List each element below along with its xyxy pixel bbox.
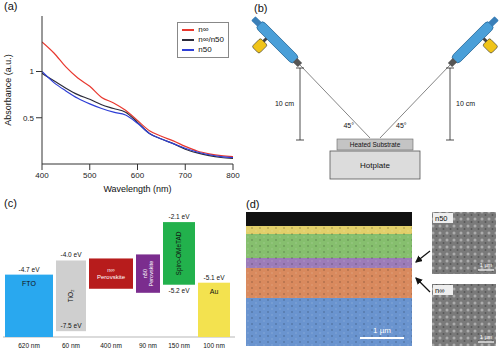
svg-text:Wavelength (nm): Wavelength (nm) (103, 184, 171, 194)
svg-text:(b): (b) (254, 2, 267, 14)
svg-text:500: 500 (83, 171, 97, 180)
html-text:n∞/n50: n∞/n50 (198, 35, 224, 44)
svg-text:-7.5 eV: -7.5 eV (61, 322, 83, 329)
svg-text:Spiro-OMeTAD: Spiro-OMeTAD (175, 231, 183, 275)
svg-text:(d): (d) (246, 198, 259, 210)
svg-text:620 nm: 620 nm (18, 342, 40, 349)
svg-text:10 cm: 10 cm (456, 100, 475, 107)
svg-text:400: 400 (35, 171, 49, 180)
svg-text:700: 700 (179, 171, 193, 180)
svg-text:Absorbance (a.u.): Absorbance (a.u.) (3, 54, 13, 126)
html-text:(a): (a) (4, 0, 18, 12)
svg-text:TiO₂: TiO₂ (67, 289, 74, 302)
svg-text:90 nm: 90 nm (139, 342, 157, 349)
svg-text:FTO: FTO (22, 280, 36, 287)
svg-text:Hotplate: Hotplate (360, 161, 390, 170)
svg-text:45°: 45° (343, 122, 354, 129)
svg-text:-2.1 eV: -2.1 eV (169, 213, 191, 220)
svg-text:800: 800 (226, 171, 240, 180)
svg-text:-4.0 eV: -4.0 eV (61, 251, 83, 258)
svg-text:Heated Substrate: Heated Substrate (350, 141, 401, 148)
svg-text:1 µm: 1 µm (373, 326, 391, 335)
svg-text:10 cm: 10 cm (275, 100, 294, 107)
svg-text:1 µm: 1 µm (480, 334, 493, 340)
svg-text:60 nm: 60 nm (62, 342, 80, 349)
svg-text:-4.7 eV: -4.7 eV (19, 266, 41, 273)
svg-text:45°: 45° (396, 122, 407, 129)
html-text:n50: n50 (198, 45, 212, 54)
svg-text:400 nm: 400 nm (100, 342, 122, 349)
svg-text:(c): (c) (4, 197, 17, 209)
svg-text:n50: n50 (435, 214, 448, 223)
svg-text:100 nm: 100 nm (203, 342, 225, 349)
svg-text:150 nm: 150 nm (168, 342, 190, 349)
svg-text:0.5: 0.5 (23, 114, 35, 123)
svg-text:1 µm: 1 µm (480, 262, 493, 268)
svg-text:n∞Perovskite: n∞Perovskite (97, 267, 126, 280)
svg-text:Au: Au (210, 288, 219, 295)
svg-text:600: 600 (131, 171, 145, 180)
svg-text:-5.1 eV: -5.1 eV (204, 274, 226, 281)
html-text:n∞: n∞ (198, 25, 209, 34)
svg-text:n50Perovskite: n50Perovskite (142, 261, 155, 287)
svg-text:1: 1 (30, 67, 35, 76)
svg-text:-5.2 eV: -5.2 eV (169, 287, 191, 294)
svg-text:n∞: n∞ (435, 286, 445, 295)
